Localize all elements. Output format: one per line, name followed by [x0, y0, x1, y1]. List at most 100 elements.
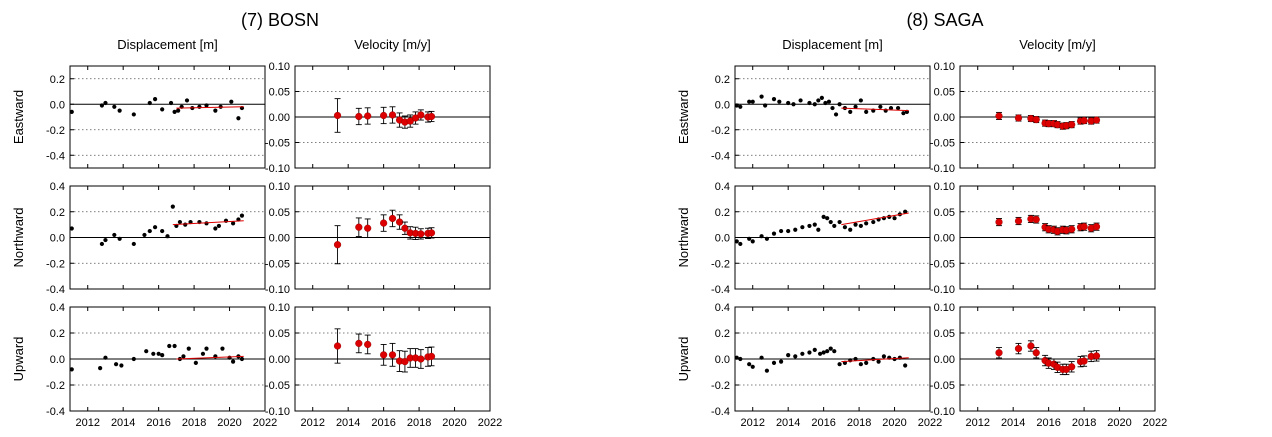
x-tick-label: 2014 [111, 417, 135, 429]
x-tick-label: 2016 [811, 417, 835, 429]
displacement-point [112, 104, 117, 109]
x-tick-label: 2020 [442, 417, 466, 429]
velocity-point [1068, 363, 1076, 371]
y-tick-label: 0.0 [715, 354, 730, 366]
displacement-point [181, 354, 186, 359]
displacement-point [117, 108, 122, 113]
displacement-point [816, 98, 821, 103]
displacement-point [147, 100, 152, 106]
displacement-point [220, 346, 225, 351]
displacement-point [193, 360, 198, 365]
x-tick-label: 2014 [776, 417, 800, 429]
displacement-point [152, 97, 158, 102]
displacement-point [160, 353, 165, 358]
displacement-point [853, 356, 858, 362]
velocity-point [406, 117, 414, 125]
trend-line [176, 355, 244, 360]
x-tick-label: 2018 [847, 417, 871, 429]
velocity-point [1027, 342, 1035, 350]
displacement-point [160, 107, 165, 112]
velocity-point [411, 114, 420, 122]
displacement-point [832, 349, 837, 354]
displacement-point [239, 356, 245, 362]
y-tick-label: 0.10 [934, 181, 955, 193]
displacement-point [778, 228, 784, 234]
displacement-point [131, 112, 136, 117]
displacement-point [151, 351, 156, 356]
displacement-point [239, 213, 245, 218]
velocity-panel-eastward: 0.10 0.05 0.00 -0.05 -0.10 [930, 61, 1156, 175]
displacement-point [837, 362, 842, 367]
displacement-point [791, 102, 796, 107]
panel-frame [69, 306, 266, 412]
displacement-point [103, 355, 108, 360]
x-tick-label: 2018 [407, 417, 431, 429]
velocity-point [401, 358, 409, 366]
y-tick-label: 0.2 [50, 207, 65, 219]
displacement-point [807, 100, 812, 106]
y-tick-label: 0.05 [269, 87, 290, 99]
x-tick-label: 2018 [182, 417, 206, 429]
y-tick-label: -0.10 [930, 406, 955, 418]
x-tick-label: 2022 [918, 417, 942, 429]
displacement-point [69, 367, 74, 372]
displacement-point [800, 225, 805, 230]
velocity-point [388, 111, 397, 119]
y-tick-label: -0.4 [711, 284, 730, 296]
displacement-point [888, 105, 894, 111]
velocity-point [1080, 357, 1088, 365]
y-tick-label: 0.0 [50, 99, 65, 111]
displacement-point [895, 105, 901, 111]
velocity-point [388, 214, 397, 223]
x-tick-label: 2012 [300, 417, 324, 429]
displacement-panel-upward: 0.4 0.2 0.0 -0.2 -0.4 2012 2014 2016 2018 2020 202… [711, 302, 942, 429]
displacement-point [825, 216, 830, 221]
displacement-point [172, 343, 177, 349]
velocity-point [364, 112, 372, 120]
displacement-point [168, 100, 174, 106]
y-tick-label: 0.0 [50, 233, 65, 245]
displacement-point [800, 351, 805, 356]
y-tick-label: 0.0 [50, 354, 65, 366]
y-tick-label: 0.10 [269, 181, 290, 193]
displacement-point [759, 234, 764, 239]
displacement-point [793, 354, 798, 359]
displacement-point [826, 99, 832, 104]
station-title: (8) SAGA [906, 10, 983, 30]
displacement-point [103, 100, 108, 106]
y-tick-label: -0.2 [711, 258, 730, 270]
y-tick-label: 0.05 [934, 328, 955, 340]
y-tick-label: -0.4 [46, 150, 65, 162]
x-tick-label: 2020 [217, 417, 241, 429]
displacement-point [786, 353, 791, 358]
displacement-point [216, 223, 222, 229]
x-tick-label: 2016 [1036, 417, 1060, 429]
displacement-point [823, 100, 828, 106]
velocity-point [380, 111, 388, 120]
trend-line [841, 357, 909, 363]
y-tick-label: 0.00 [934, 112, 955, 124]
trend-line [172, 220, 244, 226]
velocity-point [1080, 223, 1088, 231]
displacement-point [200, 351, 206, 356]
y-tick-label: -0.05 [930, 138, 955, 150]
y-tick-label: -0.2 [46, 380, 65, 392]
displacement-point [828, 219, 833, 225]
displacement-point [112, 232, 117, 238]
displacement-point [69, 226, 74, 231]
displacement-point [848, 109, 853, 114]
displacement-point [184, 98, 190, 103]
velocity-point [355, 223, 363, 231]
displacement-point [858, 362, 863, 367]
x-tick-label: 2012 [740, 417, 764, 429]
column-title-velocity: Velocity [m/y] [1019, 37, 1096, 52]
y-tick-label: 0.05 [934, 207, 955, 219]
displacement-point [901, 111, 906, 116]
displacement-point [156, 351, 161, 356]
panel-frame [959, 306, 1156, 412]
displacement-point [883, 108, 888, 113]
y-tick-label: -0.10 [265, 406, 290, 418]
velocity-point [333, 111, 342, 120]
y-tick-label: 0.0 [715, 233, 730, 245]
velocity-point [333, 342, 342, 350]
